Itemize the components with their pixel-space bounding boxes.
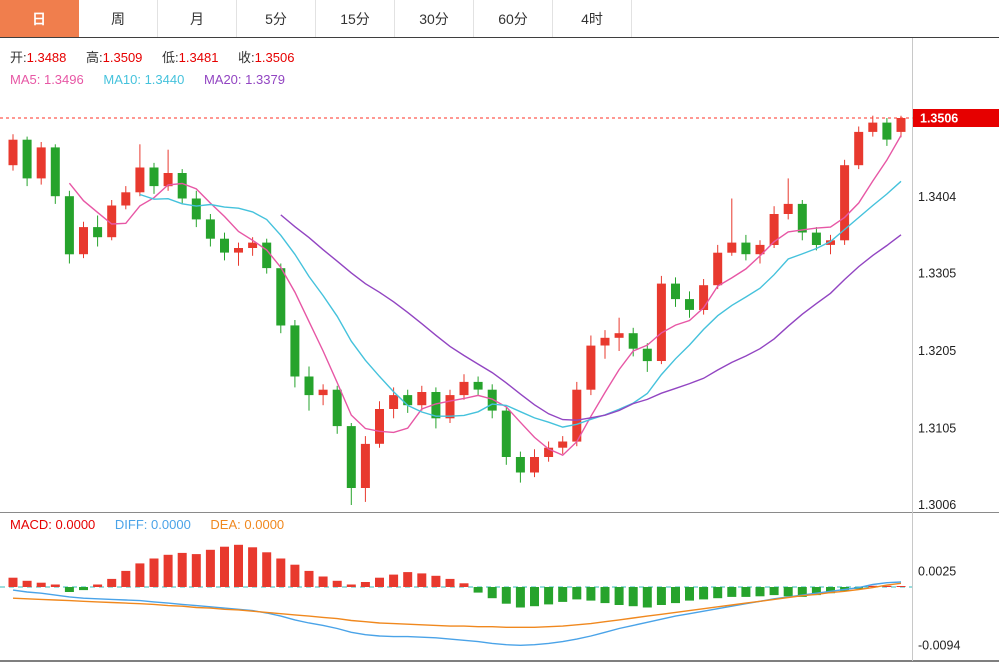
- candlestick-chart-svg[interactable]: 1.3404 1.3305 1.3205 1.3105 1.3006 0.0025 -0.0…: [0, 38, 999, 662]
- diff-value-readout: DIFF: 0.0000: [115, 517, 191, 532]
- svg-text:1.3105: 1.3105: [918, 421, 956, 435]
- ma5-readout: MA5: 1.3496: [10, 72, 84, 87]
- ma5-line: [68, 135, 902, 457]
- tab-15分[interactable]: 15分: [316, 0, 395, 37]
- tab-4时[interactable]: 4时: [553, 0, 632, 37]
- svg-text:1.3305: 1.3305: [918, 267, 956, 281]
- tab-周[interactable]: 周: [79, 0, 158, 37]
- high-label: 高:: [86, 50, 103, 65]
- svg-text:0.0025: 0.0025: [918, 565, 956, 579]
- macd-readout: MACD: 0.0000 DIFF: 0.0000 DEA: 0.0000: [10, 517, 300, 533]
- dea-label: DEA:: [210, 517, 241, 532]
- open-value: 1.3488: [26, 50, 67, 65]
- ma-lines: [68, 135, 902, 457]
- ma5-label: MA5:: [10, 72, 41, 87]
- close-readout: 收:1.3506: [238, 50, 294, 65]
- price-axis: 1.3404 1.3305 1.3205 1.3105 1.3006 0.0025 -0.0…: [918, 190, 960, 652]
- macd-histogram: [8, 544, 906, 608]
- open-label: 开:: [10, 50, 27, 65]
- frame-lines: [0, 38, 999, 662]
- ma-readout: MA5: 1.3496 MA10: 1.3440 MA20: 1.3379: [10, 72, 301, 88]
- ma10-value: 1.3440: [144, 72, 185, 87]
- low-readout: 低:1.3481: [162, 50, 218, 65]
- macd-label: MACD:: [10, 517, 52, 532]
- ma20-line: [280, 214, 902, 421]
- svg-text:1.3006: 1.3006: [918, 498, 956, 512]
- tab-月[interactable]: 月: [158, 0, 237, 37]
- ma10-readout: MA10: 1.3440: [103, 72, 184, 87]
- svg-text:-0.0094: -0.0094: [918, 638, 960, 652]
- svg-text:1.3506: 1.3506: [920, 112, 958, 126]
- ma20-label: MA20:: [203, 72, 242, 87]
- timeframe-tabbar: 日周月 5分 15分 30分 60分 4时: [0, 0, 999, 38]
- close-value: 1.3506: [254, 50, 295, 65]
- dea-value-readout: DEA: 0.0000: [210, 517, 284, 532]
- current-price-marker: 1.3506: [0, 109, 999, 127]
- current-price-tag: [913, 109, 999, 127]
- ma5-value: 1.3496: [43, 72, 84, 87]
- high-readout: 高:1.3509: [86, 50, 142, 65]
- ma20-value: 1.3379: [245, 72, 285, 87]
- low-label: 低:: [162, 50, 179, 65]
- tab-60分[interactable]: 60分: [474, 0, 553, 37]
- svg-text:1.3404: 1.3404: [918, 190, 956, 204]
- ma10-label: MA10:: [103, 72, 141, 87]
- ma20-readout: MA20: 1.3379: [204, 72, 285, 87]
- ma10-line: [139, 180, 902, 428]
- tab-5分[interactable]: 5分: [237, 0, 316, 37]
- low-value: 1.3481: [178, 50, 219, 65]
- dea-value: 0.0000: [244, 517, 285, 532]
- diff-line: [12, 581, 902, 647]
- candles-layer: [8, 115, 906, 505]
- open-readout: 开:1.3488: [10, 50, 66, 65]
- macd-value-readout: MACD: 0.0000: [10, 517, 95, 532]
- chart-area[interactable]: 1.3404 1.3305 1.3205 1.3105 1.3006 0.0025 -0.0…: [0, 38, 999, 662]
- close-label: 收:: [238, 50, 255, 65]
- macd-value: 0.0000: [55, 517, 96, 532]
- svg-text:1.3205: 1.3205: [918, 344, 956, 358]
- macd-lines: [12, 581, 902, 647]
- tab-日[interactable]: 日: [0, 0, 79, 37]
- high-value: 1.3509: [102, 50, 143, 65]
- ohlc-readout: 开:1.3488 高:1.3509 低:1.3481 收:1.3506: [10, 50, 310, 66]
- diff-label: DIFF:: [114, 517, 148, 532]
- diff-value: 0.0000: [151, 517, 191, 532]
- dea-line: [12, 582, 902, 628]
- tab-30分[interactable]: 30分: [395, 0, 474, 37]
